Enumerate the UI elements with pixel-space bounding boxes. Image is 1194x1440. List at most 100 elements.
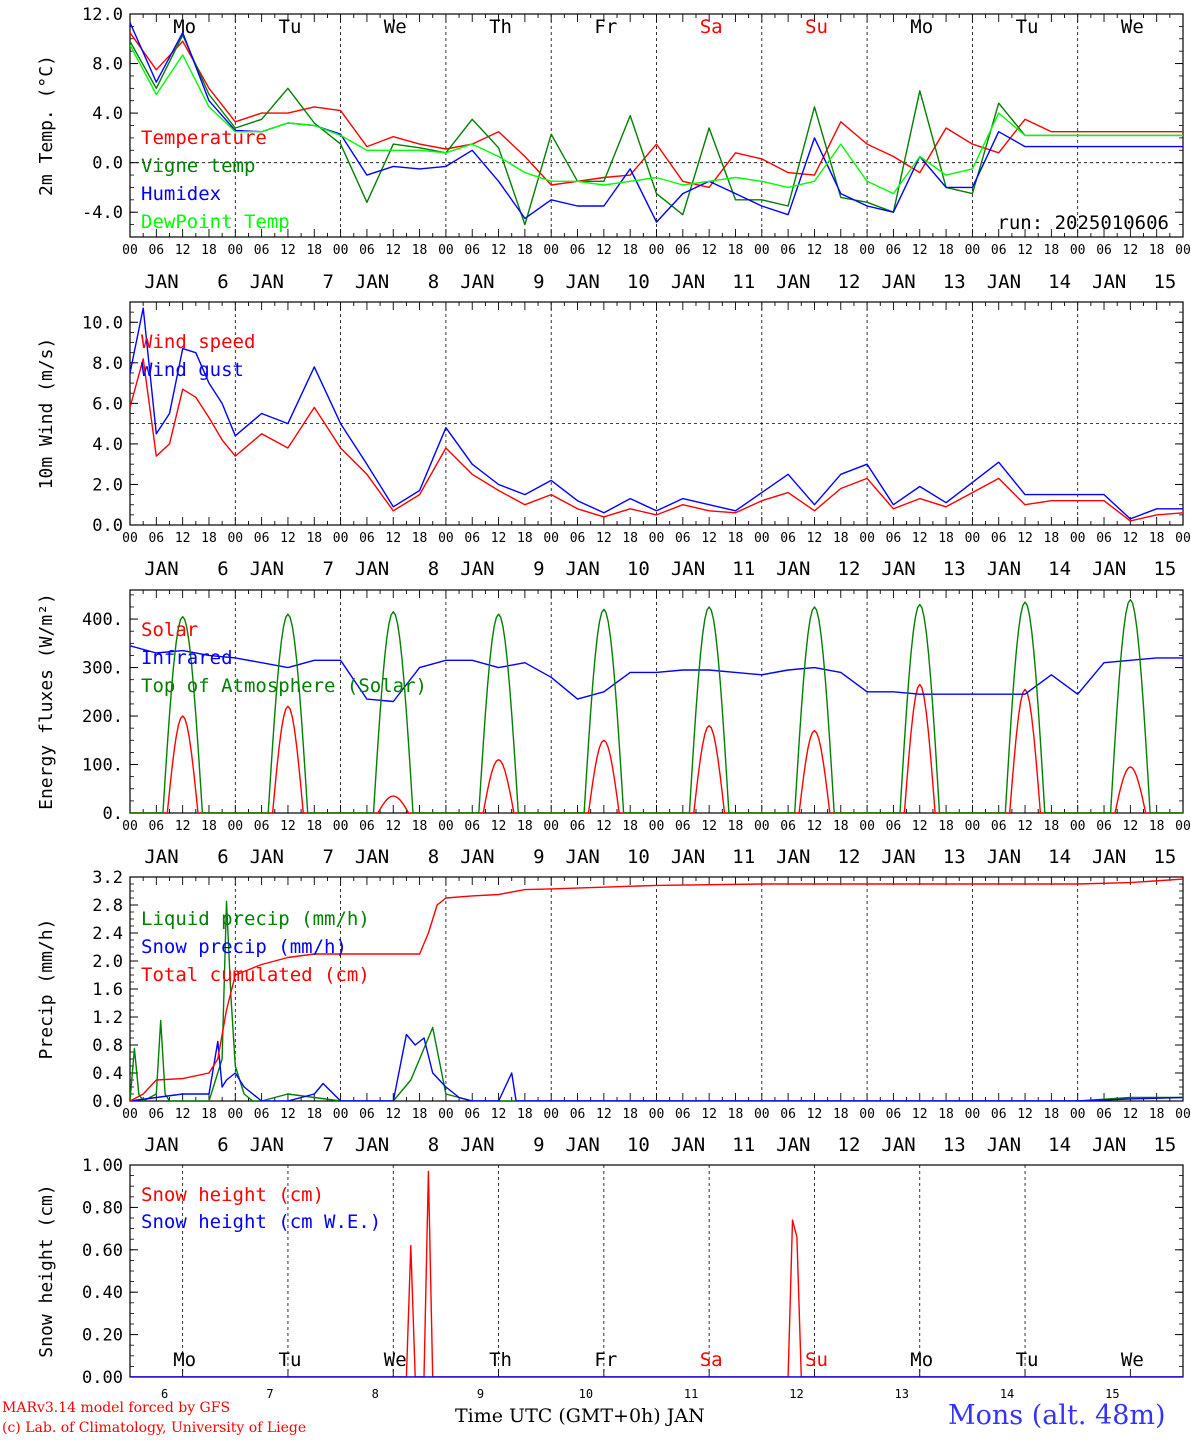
hour-tick-label: 12 [807, 819, 823, 834]
y-tick-label: 200. [82, 707, 123, 727]
day-number-label: 7 [322, 558, 333, 580]
legend-entry: Infrared [141, 647, 233, 669]
hour-tick-label: 00 [649, 243, 665, 258]
hour-tick-label: 18 [201, 1107, 217, 1122]
day-month-label: JAN [250, 271, 284, 293]
weekday-label: Su [805, 16, 828, 38]
weekday-label: We [384, 16, 407, 38]
hour-tick-label: 00 [859, 531, 875, 546]
hour-tick-label: 12 [385, 1107, 401, 1122]
weekday-label: Th [489, 16, 512, 38]
day-number-label: 12 [838, 1134, 861, 1156]
y-tick-label: 1.2 [92, 1008, 123, 1028]
series-line-1 [130, 645, 1183, 703]
day-number-label: 6 [161, 1387, 168, 1401]
hour-tick-label: 12 [912, 1107, 928, 1122]
legend-entry: Snow height (cm) [141, 1184, 324, 1206]
hour-tick-label: 18 [306, 819, 322, 834]
day-number-label: 12 [838, 271, 861, 293]
day-month-label: JAN [460, 558, 494, 580]
day-number-label: 8 [372, 1387, 379, 1401]
y-tick-label: 0. [103, 804, 123, 824]
weekday-label: Fr [594, 16, 617, 38]
hour-tick-label: 18 [728, 819, 744, 834]
y-tick-label: 300. [82, 659, 123, 679]
day-number-label: 15 [1153, 271, 1176, 293]
hour-tick-label: 06 [254, 243, 270, 258]
hour-tick-label: 00 [543, 531, 559, 546]
y-axis-label: 10m Wind (m/s) [36, 338, 57, 490]
legend-entry: Top of Atmosphere (Solar) [141, 675, 427, 697]
hour-tick-label: 12 [491, 819, 507, 834]
hour-tick-label: 18 [1149, 243, 1165, 258]
legend-entry: Snow height (cm W.E.) [141, 1211, 381, 1233]
hour-tick-label: 00 [1070, 819, 1086, 834]
weekday-label: Fr [594, 1349, 617, 1371]
hour-tick-label: 00 [1070, 531, 1086, 546]
hour-tick-label: 12 [1017, 243, 1033, 258]
day-number-label: 14 [1048, 846, 1071, 868]
hour-tick-label: 00 [1175, 243, 1191, 258]
hour-tick-label: 06 [1096, 243, 1112, 258]
hour-tick-label: 06 [148, 243, 164, 258]
hour-tick-label: 00 [649, 1107, 665, 1122]
hour-tick-label: 06 [570, 1107, 586, 1122]
day-number-label: 9 [533, 558, 544, 580]
hour-tick-label: 06 [780, 819, 796, 834]
hour-tick-label: 00 [754, 243, 770, 258]
day-month-label: JAN [144, 558, 178, 580]
hour-tick-label: 00 [333, 243, 349, 258]
weekday-label: Tu [1016, 1349, 1039, 1371]
y-tick-label: -4.0 [82, 203, 123, 223]
hour-tick-label: 18 [728, 531, 744, 546]
y-tick-label: 0.0 [92, 1092, 123, 1112]
hour-tick-label: 06 [780, 1107, 796, 1122]
hour-tick-label: 12 [1017, 531, 1033, 546]
panel-4: 3.2 2.8 2.4 2.0 1.6 1.2 0.8 0.4 0.0 Precip (mm/h)… [36, 868, 1191, 1156]
hour-tick-label: 00 [649, 531, 665, 546]
day-number-label: 10 [627, 558, 650, 580]
weekday-label: We [384, 1349, 407, 1371]
day-month-label: JAN [1092, 1134, 1126, 1156]
hour-tick-label: 12 [1123, 1107, 1139, 1122]
hour-tick-label: 12 [1123, 531, 1139, 546]
hour-tick-label: 00 [438, 819, 454, 834]
day-month-label: JAN [566, 846, 600, 868]
hour-tick-label: 00 [754, 819, 770, 834]
hour-tick-label: 12 [175, 819, 191, 834]
weekday-label: Sa [700, 16, 723, 38]
hour-tick-label: 06 [675, 819, 691, 834]
hour-tick-label: 18 [622, 1107, 638, 1122]
hour-tick-label: 12 [1123, 819, 1139, 834]
hour-tick-label: 18 [833, 243, 849, 258]
hour-tick-label: 00 [859, 243, 875, 258]
series-line-1 [130, 34, 1183, 226]
hour-tick-label: 00 [1175, 1107, 1191, 1122]
day-number-label: 8 [428, 271, 439, 293]
y-tick-label: 4.0 [92, 435, 123, 455]
y-axis-label: Energy fluxes (W/m²) [36, 593, 57, 810]
legend-entry: Solar [141, 619, 198, 641]
hour-tick-label: 12 [701, 819, 717, 834]
day-number-label: 12 [838, 846, 861, 868]
hour-tick-label: 06 [991, 1107, 1007, 1122]
legend-entry: Liquid precip (mm/h) [141, 908, 370, 930]
day-number-label: 15 [1153, 846, 1176, 868]
y-tick-label: 0.0 [92, 516, 123, 536]
panel-frame [129, 301, 1184, 526]
hour-tick-label: 00 [333, 531, 349, 546]
hour-tick-label: 06 [886, 1107, 902, 1122]
hour-tick-label: 18 [201, 819, 217, 834]
weekday-label: Mo [173, 1349, 196, 1371]
day-month-label: JAN [881, 1134, 915, 1156]
hour-tick-label: 12 [1017, 819, 1033, 834]
hour-tick-label: 12 [596, 531, 612, 546]
weekday-label: Mo [910, 16, 933, 38]
hour-tick-label: 06 [675, 531, 691, 546]
hour-tick-label: 00 [965, 1107, 981, 1122]
hour-tick-label: 00 [1175, 819, 1191, 834]
hour-tick-label: 12 [385, 243, 401, 258]
hour-tick-label: 06 [675, 1107, 691, 1122]
hour-tick-label: 12 [701, 1107, 717, 1122]
day-number-label: 13 [895, 1387, 909, 1401]
